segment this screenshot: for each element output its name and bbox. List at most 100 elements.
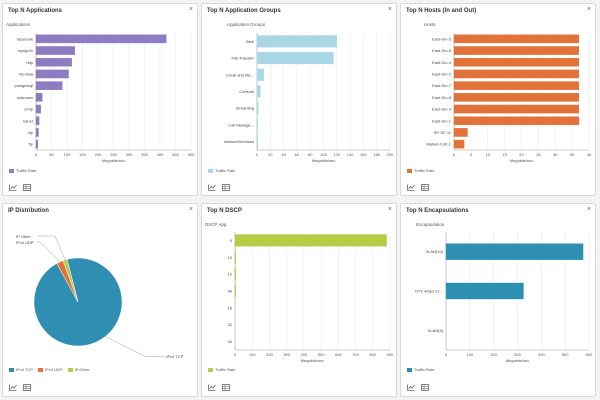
panel-toolbar xyxy=(9,384,31,391)
x-axis-label: Megabits/sec xyxy=(301,358,325,363)
tick-label: 20 xyxy=(519,152,524,157)
grid-table-icon[interactable] xyxy=(23,384,31,391)
slice-label: IPv4 TCP xyxy=(166,354,183,359)
panel-ip-distribution: IP Distribution × IPv4 TCP IPv4 UDP IP Oth… xyxy=(2,203,198,397)
tick-label: 400 xyxy=(301,352,308,357)
grid-table-icon[interactable] xyxy=(421,384,429,391)
leader-line xyxy=(37,235,66,261)
category-label: East-Srv-7 xyxy=(432,83,452,88)
panel-toolbar xyxy=(407,384,429,391)
line-chart-icon[interactable] xyxy=(208,384,216,391)
legend-item[interactable]: IPv4 TCP xyxy=(9,367,33,372)
category-label: East-Srv-4 xyxy=(432,60,452,65)
panel-title: Top N Encapsulations xyxy=(406,208,469,214)
legend-item[interactable]: IP Other xyxy=(67,367,89,372)
tick-label: 0 xyxy=(453,152,456,157)
tick-label: 700 xyxy=(352,352,359,357)
tick-label: 30 xyxy=(553,152,558,157)
bar xyxy=(256,118,259,131)
category-label: 18 xyxy=(228,305,233,310)
axis-title: Applications xyxy=(6,22,31,27)
legend-item[interactable]: Traffic Rate xyxy=(407,367,434,372)
close-icon[interactable]: × xyxy=(387,6,392,13)
bar xyxy=(453,128,468,137)
tick-label: 200 xyxy=(490,352,497,357)
bar xyxy=(234,251,237,264)
legend-item[interactable]: IPv4 UDP xyxy=(38,367,63,372)
tick-label: 0 xyxy=(445,352,448,357)
tick-label: 500 xyxy=(318,352,325,357)
bar xyxy=(35,81,63,90)
legend-swatch xyxy=(407,168,412,173)
axis-title: Application Groups xyxy=(227,22,266,27)
chart-legend: Traffic Rate xyxy=(407,168,439,173)
bar xyxy=(256,35,338,48)
panel-title: Top N Application Groups xyxy=(207,8,281,14)
line-chart-icon[interactable] xyxy=(9,384,17,391)
close-icon[interactable]: × xyxy=(188,6,193,13)
line-chart-icon[interactable] xyxy=(407,384,415,391)
tick-label: 200 xyxy=(95,152,102,157)
bar xyxy=(35,104,41,114)
tick-label: 450 xyxy=(172,152,179,157)
category-label: East-Srv-2 xyxy=(432,71,452,76)
tick-label: 40 xyxy=(587,152,592,157)
panel-toolbar xyxy=(208,184,230,191)
legend-item[interactable]: Traffic Rate xyxy=(407,168,434,173)
bar xyxy=(453,139,465,149)
legend-swatch xyxy=(208,367,213,372)
close-icon[interactable]: × xyxy=(586,206,591,213)
line-chart-icon[interactable] xyxy=(9,184,17,191)
category-label: ftp-data xyxy=(19,71,33,76)
legend-item[interactable]: Traffic Rate xyxy=(9,168,36,173)
grid-table-icon[interactable] xyxy=(23,184,31,191)
grid-table-icon[interactable] xyxy=(222,184,230,191)
close-icon[interactable]: × xyxy=(188,206,193,213)
tick-label: 10 xyxy=(486,152,491,157)
close-icon[interactable]: × xyxy=(586,6,591,13)
category-label: East-Srv-1 xyxy=(432,118,452,123)
category-label: mysql-ftr xyxy=(18,48,34,53)
tick-label: 150 xyxy=(79,152,86,157)
bar xyxy=(453,57,580,67)
line-chart-icon[interactable] xyxy=(407,184,415,191)
chart-legend: Traffic Rate xyxy=(208,168,240,173)
category-label: Call Manage... xyxy=(228,122,254,127)
tick-label: 15 xyxy=(502,152,507,157)
legend-swatch xyxy=(38,367,44,372)
tick-label: 80 xyxy=(308,152,313,157)
chart-legend: Traffic Rate xyxy=(208,367,240,372)
tick-label: 25 xyxy=(536,152,541,157)
panel-top-n-dscp: Top N DSCP × DSCP App 0 100 200 300 400 500 600… xyxy=(201,203,397,397)
category-label: ntp xyxy=(27,130,33,135)
tick-label: 350 xyxy=(141,152,148,157)
category-label: http xyxy=(26,60,33,65)
tick-label: 40 xyxy=(281,152,286,157)
tick-label: 160 xyxy=(360,152,367,157)
tick-label: 35 xyxy=(570,152,575,157)
panel-top-n-hosts: Top N Hosts (In and Out) × Hosts 0 5 10 15 20… xyxy=(400,3,596,196)
line-chart-icon[interactable] xyxy=(208,184,216,191)
grid-table-icon[interactable] xyxy=(222,384,230,391)
legend-label: IPv4 UDP xyxy=(45,367,63,372)
bar-chart: Applications 0 50 100 150 200 250 300 350 400 450 5… xyxy=(6,22,195,163)
tick-label: 120 xyxy=(333,152,340,157)
legend-label: Traffic Rate xyxy=(414,168,435,173)
tick-label: 250 xyxy=(110,152,117,157)
grid-table-icon[interactable] xyxy=(421,184,429,191)
legend-swatch xyxy=(407,367,412,372)
chart-legend: Traffic Rate xyxy=(9,168,41,173)
bar xyxy=(35,93,43,102)
legend-item[interactable]: Traffic Rate xyxy=(208,367,235,372)
legend-item[interactable]: Traffic Rate xyxy=(208,168,235,173)
category-label: 12 xyxy=(228,272,233,277)
bar xyxy=(256,135,259,148)
slice-label: IPv4 UDP xyxy=(16,240,34,245)
close-icon[interactable]: × xyxy=(387,206,392,213)
bar-chart: Hosts 0 5 10 15 20 25 30 35 40 Megabits/sec East-Sr… xyxy=(424,22,592,163)
category-label: ftp xyxy=(29,142,34,147)
bar xyxy=(453,104,580,114)
tick-label: 500 xyxy=(188,152,195,157)
bar xyxy=(256,52,334,65)
